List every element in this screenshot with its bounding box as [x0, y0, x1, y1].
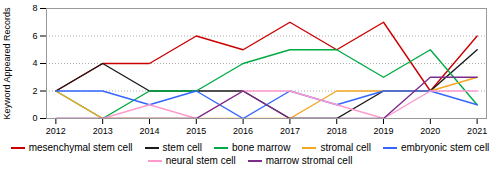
svg-text:Keyword Appeared Records: Keyword Appeared Records — [2, 7, 12, 120]
html-text:embryonic stem cell: embryonic stem cell — [401, 142, 490, 153]
svg-text:0: 0 — [32, 113, 37, 123]
svg-text:2020: 2020 — [420, 126, 440, 136]
svg-text:2014: 2014 — [139, 126, 159, 136]
html-text:stromal cell: stromal cell — [320, 142, 371, 153]
html-text:stem cell: stem cell — [162, 142, 202, 153]
svg-text:2018: 2018 — [327, 126, 347, 136]
html-text:mesenchymal stem cell: mesenchymal stem cell — [28, 142, 133, 153]
html-text:bone marrow: bone marrow — [232, 142, 291, 153]
svg-text:8: 8 — [32, 3, 37, 13]
svg-text:2: 2 — [32, 86, 37, 96]
svg-text:2019: 2019 — [374, 126, 394, 136]
svg-text:6: 6 — [32, 31, 37, 41]
svg-text:2016: 2016 — [233, 126, 253, 136]
svg-text:2013: 2013 — [93, 126, 113, 136]
html-text:neural stem cell: neural stem cell — [165, 155, 236, 166]
svg-text:2021: 2021 — [467, 126, 487, 136]
svg-text:2015: 2015 — [186, 126, 206, 136]
svg-text:2017: 2017 — [280, 126, 300, 136]
svg-text:4: 4 — [32, 58, 37, 68]
html-text:marrow stromal cell: marrow stromal cell — [265, 155, 353, 166]
svg-text:2012: 2012 — [46, 126, 66, 136]
